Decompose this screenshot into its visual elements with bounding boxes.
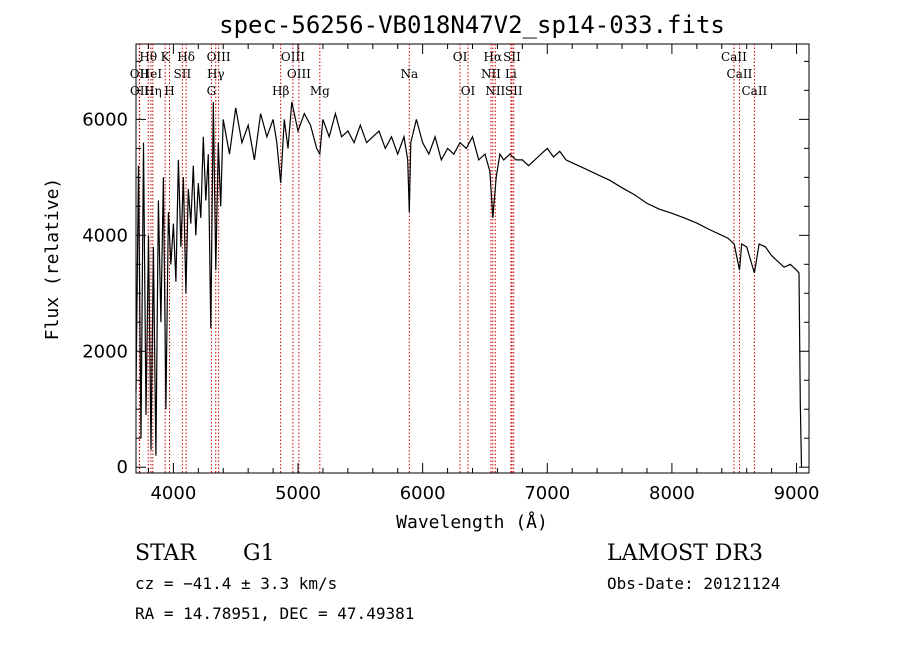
line-label-17: OI	[453, 50, 468, 64]
line-label-27: CaII	[741, 84, 767, 98]
line-label-13: OIII	[281, 50, 305, 64]
line-label-9: OIII	[207, 50, 231, 64]
info-block: STAR G1 LAMOST DR3 cz = −41.4 ± 3.3 km/s…	[135, 541, 780, 623]
line-label-0: Hθ	[139, 50, 157, 64]
spectrum-series-line	[135, 101, 803, 468]
object-subclass: G1	[243, 541, 275, 566]
line-label-23: Li	[505, 67, 517, 81]
x-tick-label-3: 7000	[524, 483, 570, 504]
obs-date-text: Obs-Date: 20121124	[607, 574, 780, 593]
line-label-19: Hα	[484, 50, 503, 64]
line-label-7: SII	[174, 67, 192, 81]
x-tick-label-0: 4000	[150, 483, 196, 504]
line-label-25: CaII	[721, 50, 747, 64]
y-tick-label-1: 2000	[82, 341, 128, 362]
y-axis-ticks: 0 2000 4000 6000	[82, 60, 809, 478]
y-tick-label-0: 0	[117, 457, 128, 478]
line-label-8: Hδ	[177, 50, 195, 64]
line-label-20: NII	[481, 67, 501, 81]
line-label-4: Hη	[144, 84, 162, 98]
line-label-14: OIII	[287, 67, 311, 81]
y-tick-label-3: 6000	[82, 109, 128, 130]
line-label-1: OII	[130, 67, 150, 81]
x-tick-label-5: 9000	[774, 483, 820, 504]
x-tick-label-1: 5000	[275, 483, 321, 504]
chart-title: spec-56256-VB018N47V2_sp14-033.fits	[219, 11, 725, 39]
line-label-26: CaII	[727, 67, 753, 81]
x-axis-ticks: 4000 5000 6000 7000 8000 9000	[147, 44, 820, 504]
line-label-3: HeI	[140, 67, 163, 81]
line-label-18: OI	[461, 84, 476, 98]
coordinates-text: RA = 14.78951, DEC = 47.49381	[135, 604, 414, 623]
x-tick-label-4: 8000	[649, 483, 695, 504]
x-tick-label-2: 6000	[400, 483, 446, 504]
plot-frame	[135, 43, 810, 474]
survey-name: LAMOST DR3	[607, 541, 763, 566]
y-tick-label-2: 4000	[82, 225, 128, 246]
line-label-11: G	[207, 84, 217, 98]
line-label-5: K	[161, 50, 171, 64]
line-label-12: Hβ	[272, 84, 289, 98]
line-label-2: OII	[130, 84, 150, 98]
line-label-22: SII	[503, 50, 521, 64]
line-label-6: H	[164, 84, 174, 98]
line-label-21: NII	[485, 84, 505, 98]
line-label-15: Mg	[310, 84, 330, 98]
redshift-text: cz = −41.4 ± 3.3 km/s	[135, 574, 337, 593]
object-class: STAR	[135, 541, 197, 566]
x-axis-label: Wavelength (Å)	[396, 511, 548, 533]
spectral-line-markers	[138, 44, 755, 473]
line-label-10: Hγ	[207, 67, 225, 81]
line-label-16: Na	[400, 67, 418, 81]
line-label-24: SII	[505, 84, 523, 98]
y-axis-label: Flux (relative)	[42, 178, 63, 341]
